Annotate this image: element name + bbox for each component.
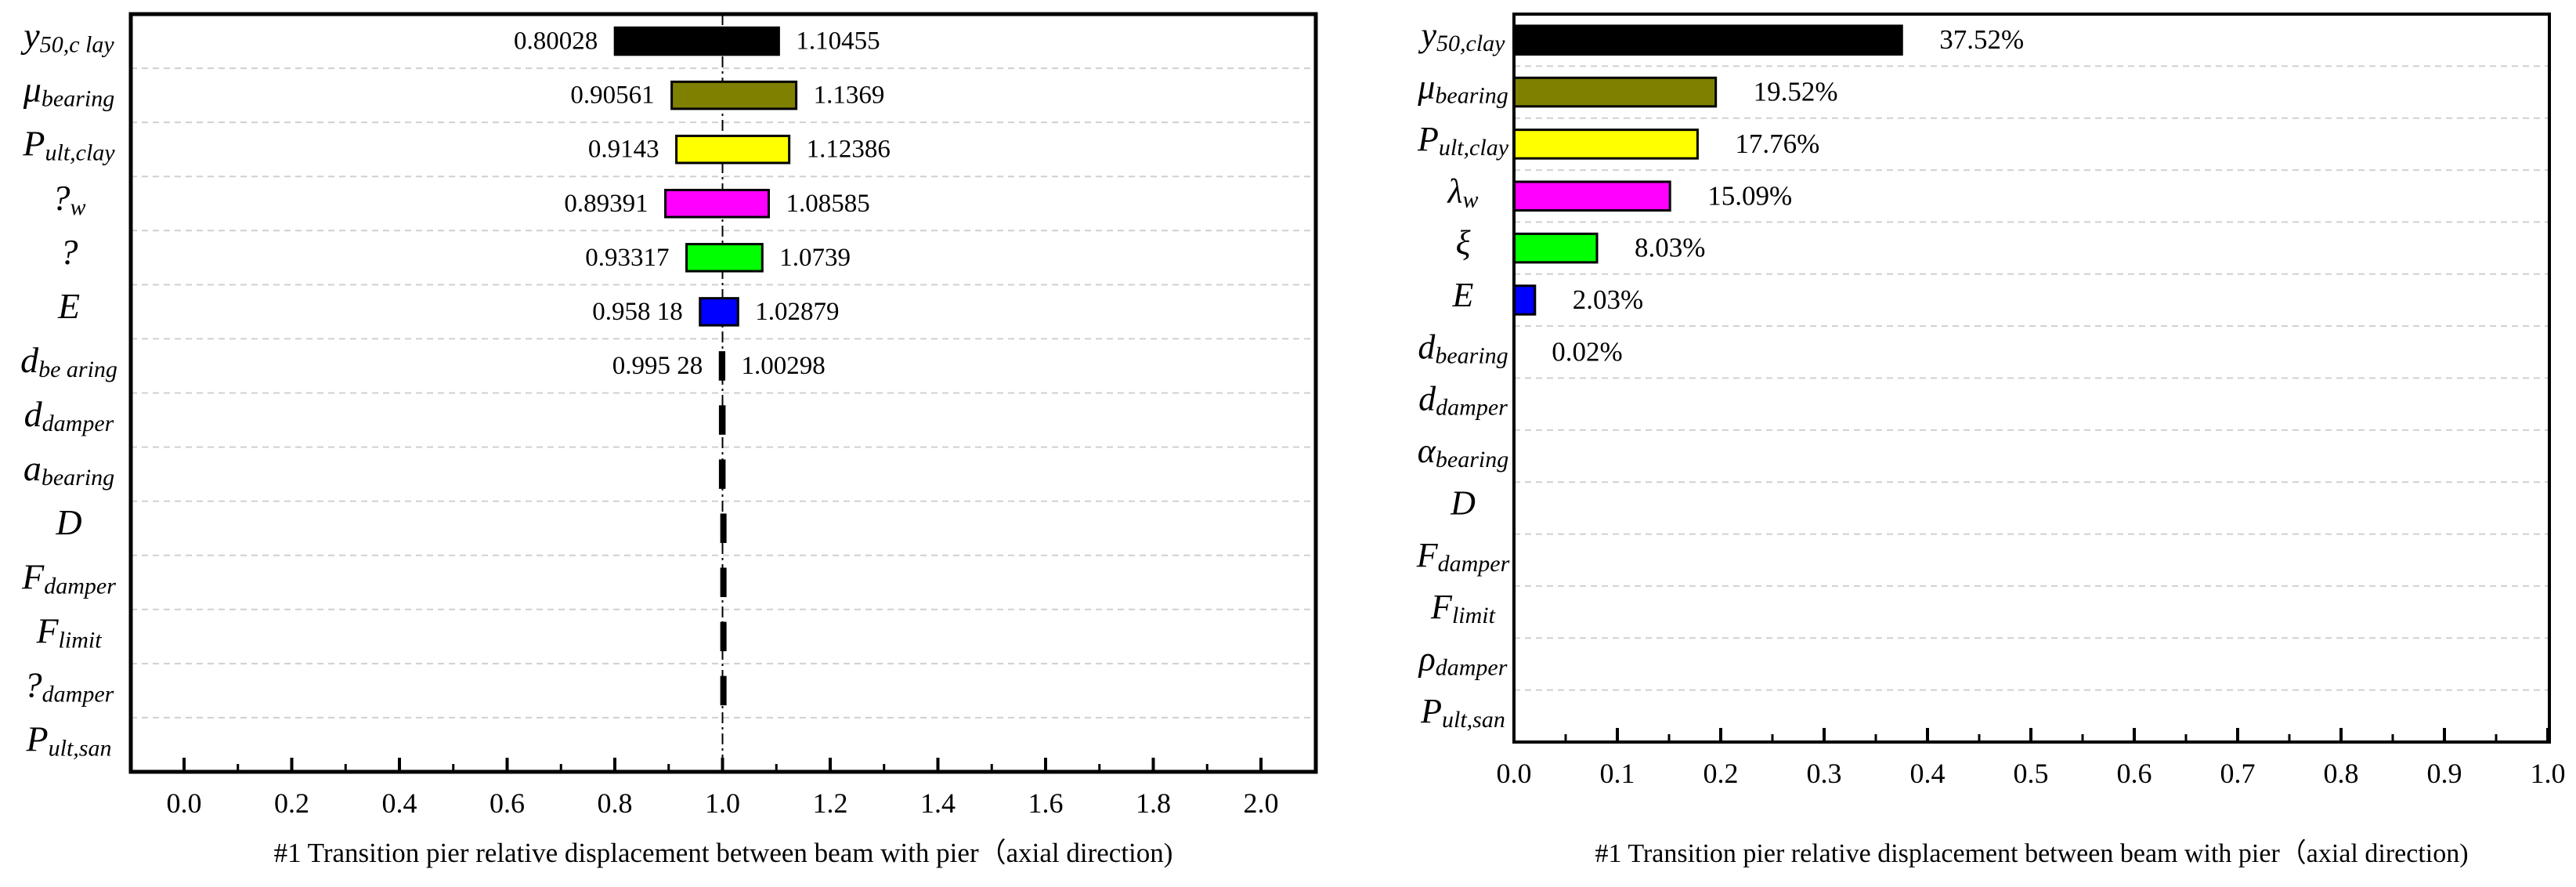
category-label: ?w — [52, 178, 85, 220]
bar-value-label: 17.76% — [1735, 129, 1819, 159]
category-label: λw — [1446, 172, 1478, 212]
category-label: D — [55, 502, 81, 542]
category-label: αbearing — [1418, 432, 1508, 472]
high-value-label: 1.10455 — [796, 27, 880, 56]
tornado-bar — [720, 567, 727, 598]
x-tick-label: 1.0 — [2531, 758, 2566, 789]
category-label: Fdamper — [1416, 536, 1510, 577]
high-value-label: 1.1369 — [814, 81, 885, 110]
category-label: Pult,san — [1420, 692, 1505, 733]
x-tick-label: 0.6 — [2117, 758, 2152, 789]
tornado-bar — [670, 80, 798, 110]
x-tick-label: 0.8 — [2324, 758, 2359, 789]
x-tick-label: 1.4 — [920, 787, 956, 819]
high-value-label: 1.12386 — [807, 136, 891, 164]
x-tick-label: 0.0 — [1497, 758, 1532, 789]
category-label: ddamper — [1418, 380, 1508, 421]
x-tick-label: 2.0 — [1244, 787, 1279, 819]
category-label: Fdamper — [21, 556, 116, 599]
x-tick-label: 0.1 — [1600, 758, 1635, 789]
x-tick-label: 0.3 — [1807, 758, 1842, 789]
category-label: ddamper — [24, 394, 114, 436]
bar-value-label: 0.02% — [1552, 336, 1622, 367]
x-tick-label: 0.2 — [1703, 758, 1739, 789]
contribution-bar-chart: 37.52% 19.52% 17.76% 15.09%8.03% 2.03% 0.02% y… — [1416, 13, 2566, 868]
bar-value-label: 37.52% — [1939, 24, 2024, 55]
tornado-bar — [720, 513, 727, 543]
tornado-bar — [699, 297, 739, 327]
tornado-bar — [718, 459, 726, 489]
category-label: Flimit — [1430, 588, 1496, 628]
category-label: dbe aring — [20, 340, 117, 382]
x-tick-label: 0.9 — [2427, 758, 2462, 789]
contribution-bar — [1512, 180, 1671, 212]
category-label: E — [57, 286, 80, 326]
x-tick-label: 0.4 — [382, 787, 417, 819]
contribution-bar — [1512, 24, 1903, 56]
low-value-label: 0.80028 — [514, 27, 598, 56]
category-label: y50,c lay — [20, 16, 114, 58]
low-value-label: 0.995 28 — [612, 352, 703, 380]
tornado-bar — [613, 26, 780, 56]
category-label: Pult,clay — [1417, 120, 1509, 161]
x-tick-label: 0.0 — [167, 787, 202, 819]
bar-value-label: 15.09% — [1707, 180, 1792, 211]
category-label: ρdamper — [1418, 639, 1508, 680]
high-value-label: 1.0739 — [779, 244, 851, 272]
x-tick-label: 0.5 — [2014, 758, 2049, 789]
tornado-bar — [718, 351, 726, 381]
x-tick-label: 0.4 — [1910, 758, 1946, 789]
low-value-label: 0.9143 — [588, 136, 659, 164]
x-tick-label: 1.2 — [813, 787, 848, 819]
category-label: ξ — [1456, 224, 1471, 262]
tornado-bar — [685, 243, 764, 273]
low-value-label: 0.89391 — [564, 190, 648, 218]
bar-value-label: 19.52% — [1754, 77, 1838, 107]
low-value-label: 0.958 18 — [592, 298, 683, 326]
category-label: abearing — [23, 448, 114, 491]
category-label: E — [1452, 276, 1474, 314]
category-label: ? — [60, 232, 78, 272]
category-label: Pult,clay — [22, 124, 115, 166]
x-tick-label: 0.2 — [274, 787, 309, 819]
x-tick-label: 1.8 — [1136, 787, 1171, 819]
contribution-bar — [1512, 76, 1718, 108]
high-value-label: 1.08585 — [786, 190, 870, 218]
category-label: y50,clay — [1418, 16, 1506, 56]
x-axis-label: #1 Transition pier relative displacement… — [1595, 838, 2468, 868]
x-axis-label: #1 Transition pier relative displacement… — [274, 838, 1173, 868]
category-label: dbearing — [1418, 328, 1508, 368]
category-label: ?damper — [24, 664, 114, 707]
x-tick-label: 1.0 — [705, 787, 740, 819]
tornado-bar — [718, 405, 726, 435]
high-value-label: 1.00298 — [742, 352, 826, 380]
x-tick-label: 0.8 — [598, 787, 633, 819]
category-label: μbearing — [1417, 68, 1508, 109]
tornado-bar — [675, 134, 791, 165]
tornado-bar — [664, 188, 771, 219]
x-tick-label: 0.7 — [2220, 758, 2256, 789]
x-tick-label: 0.6 — [490, 787, 525, 819]
contribution-bar — [1512, 232, 1599, 264]
tornado-chart: 0.80028 1.10455 0.90561 1.1369 0.9143 1.12386… — [20, 12, 1318, 868]
contribution-bar — [1512, 129, 1699, 160]
x-tick-label: 1.6 — [1028, 787, 1064, 819]
contribution-bar — [1512, 284, 1537, 316]
category-label: Pult,san — [26, 719, 112, 761]
category-label: Flimit — [35, 610, 102, 653]
high-value-label: 1.02879 — [755, 298, 839, 326]
low-value-label: 0.93317 — [585, 244, 669, 272]
bar-value-label: 8.03% — [1635, 233, 1705, 263]
low-value-label: 0.90561 — [570, 81, 654, 110]
category-label: D — [1450, 483, 1476, 522]
bar-value-label: 2.03% — [1573, 284, 1643, 315]
category-label: μbearing — [23, 70, 114, 112]
tornado-bar — [720, 675, 727, 706]
tornado-bar — [720, 621, 727, 652]
